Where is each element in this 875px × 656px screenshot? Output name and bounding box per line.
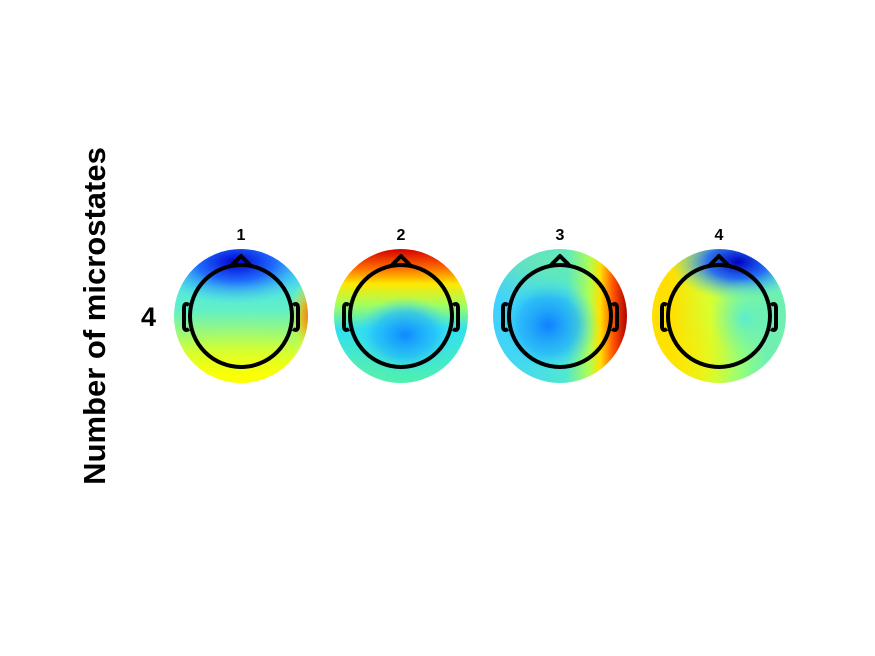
- row-label: 4: [141, 302, 157, 332]
- topomap-2: [334, 249, 468, 383]
- map-title-2: 2: [396, 227, 406, 244]
- topomap-1: [174, 249, 308, 383]
- map-title-1: 1: [236, 227, 246, 244]
- topomap-4: [652, 249, 786, 383]
- map-title-3: 3: [555, 227, 565, 244]
- map-title-4: 4: [714, 227, 724, 244]
- topomap-3: [493, 249, 627, 383]
